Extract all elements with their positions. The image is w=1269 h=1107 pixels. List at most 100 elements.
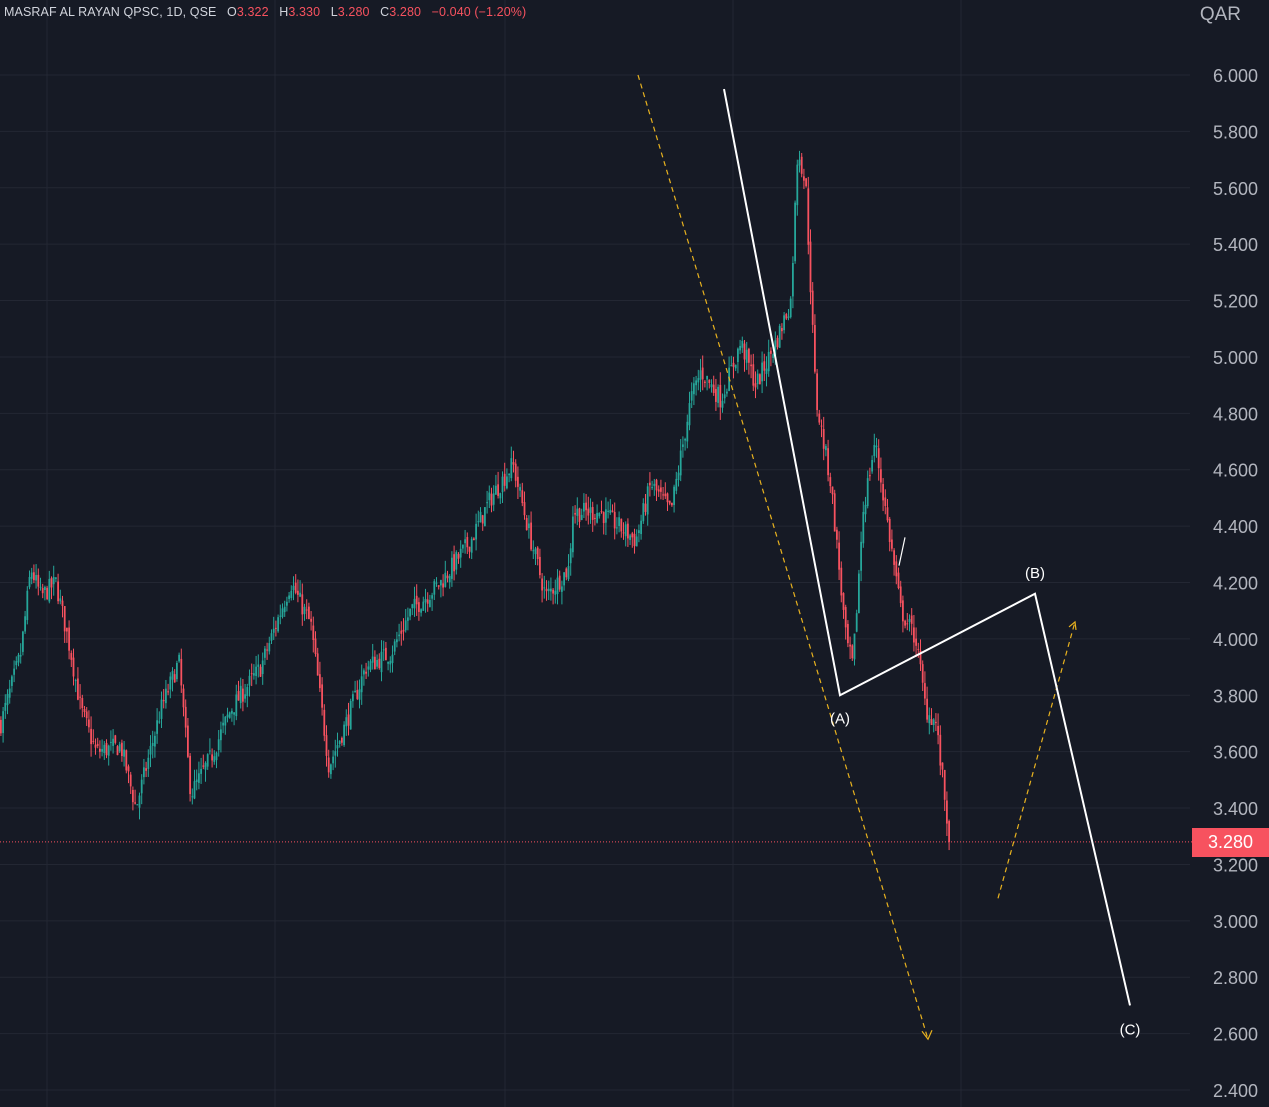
y-tick-label: 4.000 xyxy=(1213,630,1258,650)
candle-body xyxy=(81,697,84,709)
candle-body xyxy=(743,343,746,360)
candle-body xyxy=(895,561,898,577)
candle-body xyxy=(897,572,900,589)
candle-body xyxy=(886,507,889,521)
candle-body xyxy=(567,566,570,580)
candle-body xyxy=(6,693,9,706)
candle-body xyxy=(803,176,805,181)
candle-body xyxy=(642,503,645,522)
candle-body xyxy=(550,588,552,592)
candle-body xyxy=(657,489,660,492)
candle-body xyxy=(622,532,625,534)
candle-body xyxy=(24,616,26,632)
candle-body xyxy=(433,581,436,595)
candle-body xyxy=(369,661,372,670)
candle-body xyxy=(380,651,383,673)
candle-body xyxy=(772,354,774,358)
candle-body xyxy=(158,721,161,723)
candle-body xyxy=(235,694,238,717)
candle-body xyxy=(466,537,469,548)
candle-body xyxy=(776,337,779,348)
candle-body xyxy=(272,628,275,633)
candle-body xyxy=(943,769,946,800)
candle-body xyxy=(748,348,750,363)
candle-body xyxy=(363,670,365,675)
candle-body xyxy=(880,469,882,483)
candle-body xyxy=(479,511,482,523)
candle-body xyxy=(536,547,539,560)
candle-body xyxy=(345,717,348,727)
projection-up-arrow xyxy=(997,621,1076,899)
candle-body xyxy=(253,673,255,676)
candle-body xyxy=(70,653,73,660)
candle-body xyxy=(822,429,825,449)
candle-body xyxy=(664,493,667,497)
candle-body xyxy=(121,742,123,757)
candle-body xyxy=(558,575,561,590)
candle-body xyxy=(116,746,119,756)
candle-body xyxy=(151,742,154,747)
candle-body xyxy=(730,364,733,367)
candle-body xyxy=(125,750,128,771)
candle-body xyxy=(187,725,189,757)
candle-body xyxy=(437,585,440,587)
open-label: O xyxy=(227,5,237,19)
candle-body xyxy=(807,188,810,245)
candle-body xyxy=(338,740,341,745)
candle-body xyxy=(63,606,66,632)
currency-label[interactable]: QAR xyxy=(1199,4,1241,25)
candle-body xyxy=(184,706,187,728)
candle-body xyxy=(679,450,682,476)
candle-body xyxy=(319,674,321,689)
projection-down-arrow xyxy=(637,74,929,1040)
candle-body xyxy=(519,487,521,491)
candle-body xyxy=(61,600,64,606)
candle-body xyxy=(503,473,506,486)
elliott-wave-line xyxy=(723,88,1131,1006)
candle-body xyxy=(457,554,460,559)
candle-body xyxy=(787,316,790,318)
candle-body xyxy=(591,506,594,520)
candle-body xyxy=(816,373,818,411)
candle-body xyxy=(732,362,735,367)
candle-body xyxy=(475,523,477,540)
y-tick-label: 2.800 xyxy=(1213,968,1258,988)
candle-body xyxy=(365,671,367,674)
y-tick-label: 5.400 xyxy=(1213,235,1258,255)
candle-body xyxy=(132,789,134,803)
candle-body xyxy=(717,386,719,403)
candle-body xyxy=(90,728,92,745)
candle-body xyxy=(882,484,884,501)
candle-body xyxy=(15,661,18,666)
y-tick-label: 3.800 xyxy=(1213,686,1258,706)
candle-body xyxy=(607,510,609,512)
candle-body xyxy=(220,729,222,741)
candle-body xyxy=(512,462,515,465)
candle-body xyxy=(50,578,53,588)
candle-body xyxy=(140,779,143,794)
candle-body xyxy=(308,606,310,619)
price-axis[interactable]: 6.000 5.800 5.600 5.400 5.200 5.000 4.800 4.600… xyxy=(1213,66,1258,1101)
candle-body xyxy=(127,766,130,772)
candle-body xyxy=(398,634,400,637)
candle-body xyxy=(103,744,106,754)
candle-body xyxy=(611,510,614,512)
candle-body xyxy=(719,384,722,408)
candle-body xyxy=(244,694,246,699)
wave-label: (B) xyxy=(1025,565,1045,582)
candle-body xyxy=(411,604,414,609)
candle-body xyxy=(756,373,759,385)
candle-body xyxy=(323,709,326,736)
candle-body xyxy=(387,662,389,664)
candle-body xyxy=(402,629,405,632)
candle-body xyxy=(701,367,704,380)
candle-body xyxy=(0,719,2,734)
candle-body xyxy=(904,620,906,626)
candle-body xyxy=(486,502,488,504)
candle-body xyxy=(239,685,242,704)
candle-body xyxy=(391,654,394,663)
candle-body xyxy=(767,351,770,372)
drawings[interactable]: (A) (B) (C) xyxy=(0,74,1192,1041)
candle-body xyxy=(206,754,209,767)
